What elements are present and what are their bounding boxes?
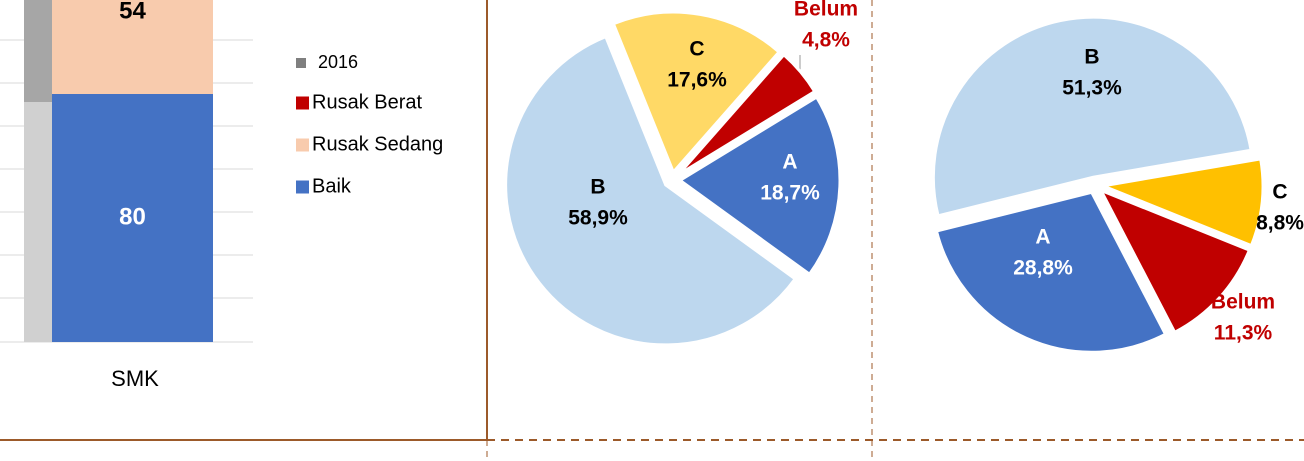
pie-slice (504, 34, 798, 347)
slice-name: B (590, 176, 605, 199)
slice-value: 11,3% (1214, 322, 1273, 345)
legend-label: Baik (312, 175, 352, 197)
pie-slice (611, 10, 782, 175)
legend-swatch (296, 180, 309, 194)
pie-slice (1097, 187, 1252, 335)
slice-name: Belum (1211, 291, 1275, 314)
legend-swatch (296, 96, 309, 110)
legend-label: 2016 (318, 52, 358, 72)
pie-slice (677, 94, 842, 277)
legend-label: Rusak Sedang (312, 133, 443, 155)
slice-value: 4,8% (802, 29, 850, 52)
legend-swatch (296, 58, 306, 68)
slice-value: 8,8% (1256, 212, 1304, 235)
slice-name: A (782, 151, 797, 174)
legend-swatch (296, 138, 309, 152)
slice-value: 17,6% (667, 69, 727, 92)
data-label: 80 (119, 203, 146, 230)
slice-name: C (689, 38, 704, 61)
pie-slice (1097, 157, 1265, 248)
slice-name: B (1084, 46, 1099, 69)
pie-slice (931, 15, 1253, 218)
bar-2016-top (24, 0, 52, 102)
data-label: 54 (119, 0, 146, 24)
bar-segment (52, 94, 213, 342)
bar-segment (52, 0, 213, 94)
slice-name: Belum (794, 0, 858, 21)
slice-name: A (1035, 226, 1050, 249)
legend-label: Rusak Berat (312, 91, 422, 113)
slice-value: 51,3% (1062, 77, 1122, 100)
pie-slice (934, 190, 1168, 354)
pie-slice (677, 52, 817, 177)
x-tick-label: SMK (111, 366, 159, 391)
slice-value: 58,9% (568, 207, 628, 230)
slice-name: C (1272, 181, 1287, 204)
slice-value: 18,7% (760, 182, 820, 205)
slice-value: 28,8% (1013, 257, 1073, 280)
